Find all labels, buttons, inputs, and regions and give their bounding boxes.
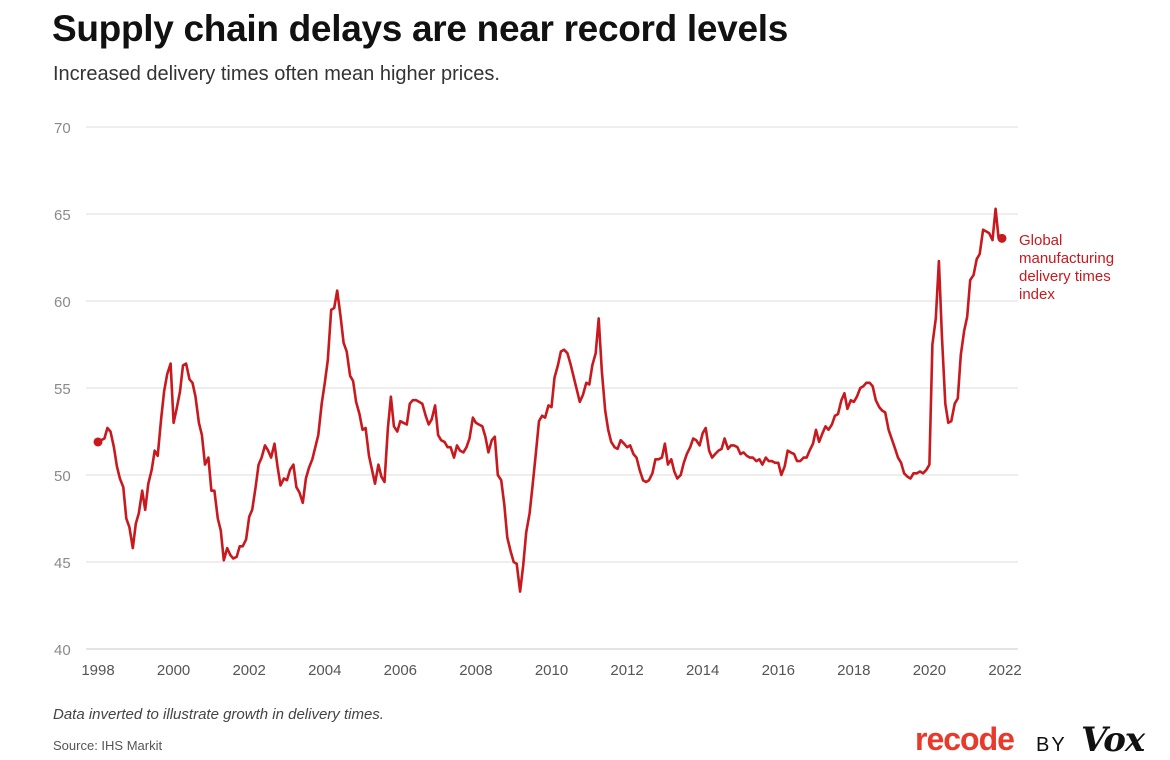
series-line-0 — [96, 207, 1004, 593]
x-tick-label-2006: 2006 — [384, 662, 417, 679]
footnote: Data inverted to illustrate growth in de… — [53, 706, 384, 723]
x-tick-label-2012: 2012 — [610, 662, 643, 679]
series-label-line-3: index — [1019, 286, 1055, 303]
x-tick-label-1998: 1998 — [81, 662, 114, 679]
x-tick-label-2002: 2002 — [232, 662, 265, 679]
x-tick-label-2010: 2010 — [535, 662, 568, 679]
vox-logo: Vox — [1081, 720, 1145, 760]
y-tick-label-50: 50 — [54, 468, 71, 485]
recode-logo: recode — [915, 721, 1015, 757]
source-note: Source: IHS Markit — [53, 738, 163, 753]
brand-logo: recode BY Vox — [910, 720, 1170, 760]
series-label-line-2: delivery times — [1019, 268, 1111, 285]
series-end-point — [997, 233, 1007, 243]
y-tick-label-40: 40 — [54, 642, 71, 659]
chart-subtitle: Increased delivery times often mean high… — [53, 63, 500, 85]
x-tick-label-2022: 2022 — [988, 662, 1021, 679]
x-tick-label-2020: 2020 — [913, 662, 946, 679]
line-chart: 40 45 50 55 60 65 70 1998 2000 2002 2004 2006 2008 2… — [54, 120, 1114, 679]
y-axis: 40 45 50 55 60 65 70 — [54, 120, 71, 659]
chart-title: Supply chain delays are near record leve… — [52, 8, 788, 49]
x-tick-label-2014: 2014 — [686, 662, 719, 679]
y-tick-label-65: 65 — [54, 207, 71, 224]
x-tick-label-2008: 2008 — [459, 662, 492, 679]
y-tick-label-45: 45 — [54, 555, 71, 572]
y-tick-label-60: 60 — [54, 294, 71, 311]
series-group — [93, 207, 1007, 593]
x-tick-label-2016: 2016 — [762, 662, 795, 679]
y-tick-label-55: 55 — [54, 381, 71, 398]
series-label-line-0: Global — [1019, 232, 1062, 249]
x-tick-label-2004: 2004 — [308, 662, 341, 679]
gridlines — [86, 126, 1018, 650]
series-label-line-1: manufacturing — [1019, 250, 1114, 267]
x-tick-label-2000: 2000 — [157, 662, 190, 679]
y-tick-label-70: 70 — [54, 120, 71, 137]
x-axis: 1998 2000 2002 2004 2006 2008 2010 2012 2014 2016… — [81, 662, 1021, 679]
series-start-point — [93, 437, 103, 447]
brand-by: BY — [1036, 734, 1067, 756]
x-tick-label-2018: 2018 — [837, 662, 870, 679]
